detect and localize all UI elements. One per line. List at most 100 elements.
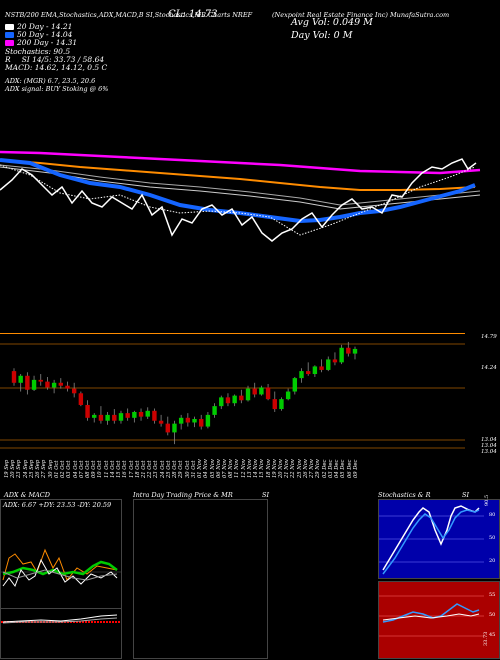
date-label: 06 Dec xyxy=(346,459,353,478)
candle-body xyxy=(118,413,124,421)
candle xyxy=(105,411,110,425)
candle xyxy=(172,420,177,445)
candle-body xyxy=(339,347,344,363)
date-label: 12 Nov xyxy=(240,459,247,478)
adx-signal-label: ADX signal: BUY Stoking @ 6% xyxy=(5,85,109,93)
legend-adx: ADX: (MGR) 6.7, 23.5, 20.6 xyxy=(5,77,95,85)
candle xyxy=(232,394,237,407)
candle-body xyxy=(239,395,244,401)
stoch-tick-80: 80 xyxy=(489,512,496,518)
si-label: SI 14/5: 33.73 / 58.64 xyxy=(21,55,105,64)
date-label: 04 Oct xyxy=(72,460,79,479)
candle xyxy=(292,376,298,395)
chart-separator xyxy=(0,333,465,334)
candle-body xyxy=(145,410,150,417)
price-label-p2: 14.24 xyxy=(481,365,497,371)
company-name: (Nexpoint Real Estate Finance Inc) Munaf… xyxy=(272,11,450,19)
intraday-si-label: SI xyxy=(262,491,270,499)
date-label: 25 Nov xyxy=(296,459,303,478)
candle-body xyxy=(31,379,37,390)
date-label: 25 Sep xyxy=(28,459,35,478)
candle xyxy=(92,413,97,423)
ema200-label: 200 Day - 14.31 xyxy=(17,38,78,47)
candle xyxy=(225,393,231,407)
candle xyxy=(58,378,64,389)
candle xyxy=(239,389,244,404)
candle xyxy=(85,400,90,421)
date-label: 23 Oct xyxy=(153,460,160,479)
candle xyxy=(252,382,257,398)
candle xyxy=(305,362,311,376)
date-label: 24 Oct xyxy=(159,460,166,479)
date-label: 09 Dec xyxy=(352,459,359,478)
candle xyxy=(98,406,104,424)
si-blue-line xyxy=(382,603,480,623)
candle xyxy=(178,414,184,430)
candle xyxy=(219,395,224,410)
stoch-tick-50: 50 xyxy=(489,535,496,541)
candle xyxy=(45,376,50,390)
candle-body xyxy=(252,388,257,395)
stochastics-si-label: SI xyxy=(462,491,470,499)
adx-values: ADX: 6.67 +DY: 23.53 -DY: 20.59 xyxy=(3,501,112,509)
date-label: 01 Oct xyxy=(53,460,60,479)
candle xyxy=(205,411,211,429)
macd-label: MACD: 14.62, 14.12, 0.5 C xyxy=(5,63,108,72)
candle-body xyxy=(172,423,177,433)
candle-body xyxy=(138,411,144,417)
candle-body xyxy=(219,397,224,407)
candle-body xyxy=(232,395,237,404)
date-label: 22 Nov xyxy=(290,459,297,478)
candle-body xyxy=(165,423,170,433)
date-label: 05 Dec xyxy=(340,459,347,478)
candle xyxy=(319,359,324,373)
date-label: 16 Oct xyxy=(122,460,129,479)
date-label: 18 Nov xyxy=(265,459,272,478)
macd-divider xyxy=(1,608,121,609)
candle-body xyxy=(98,414,104,421)
candle-body xyxy=(152,410,157,421)
stochastics-title: Stochastics & R xyxy=(378,491,431,499)
candle-body xyxy=(185,417,191,423)
candle-body xyxy=(178,417,184,424)
candle-body xyxy=(212,406,217,415)
date-label: 13 Nov xyxy=(246,459,253,478)
date-label: 29 Oct xyxy=(178,460,185,479)
candle-body xyxy=(292,378,298,392)
date-label: 23 Sep xyxy=(16,459,23,478)
candle xyxy=(192,416,197,428)
candle-body xyxy=(285,391,291,400)
ema50-swatch xyxy=(5,31,14,38)
stochastics-chart xyxy=(379,505,484,575)
legend-adx-signal: ADX signal: BUY Stoking @ 6% xyxy=(5,85,108,93)
candle xyxy=(138,408,144,421)
stochastics-label: Stochastics: 90.5 xyxy=(5,47,71,56)
candle-body xyxy=(85,404,90,418)
candle-body xyxy=(299,371,304,379)
candle-body xyxy=(332,359,338,363)
date-label: 03 Dec xyxy=(327,459,334,478)
legend-ema200: 200 Day - 14.31 xyxy=(5,38,77,47)
candle xyxy=(312,365,318,377)
intraday-panel xyxy=(133,499,268,659)
candle-body xyxy=(51,382,57,388)
stoch-tick-20: 20 xyxy=(489,558,496,564)
adx-gray-line xyxy=(2,569,118,581)
ema20-label: 20 Day - 14.21 xyxy=(17,22,73,31)
date-label: 31 Oct xyxy=(190,460,197,479)
candle-body xyxy=(158,420,164,424)
candle xyxy=(132,410,137,423)
candle xyxy=(38,374,43,386)
date-label: 14 Oct xyxy=(109,460,116,479)
date-label: 29 Nov xyxy=(315,459,322,478)
date-label: 18 Oct xyxy=(134,460,141,479)
candle-body xyxy=(132,411,137,418)
adx-panel: ADX: 6.67 +DY: 23.53 -DY: 20.59 xyxy=(0,499,122,659)
macd-chart xyxy=(1,614,121,624)
date-label: 11 Nov xyxy=(234,459,241,478)
candle-body xyxy=(125,413,130,418)
date-label: 27 Sep xyxy=(41,459,48,478)
candle xyxy=(31,375,37,391)
candle-body xyxy=(326,359,331,370)
candle xyxy=(265,383,271,401)
